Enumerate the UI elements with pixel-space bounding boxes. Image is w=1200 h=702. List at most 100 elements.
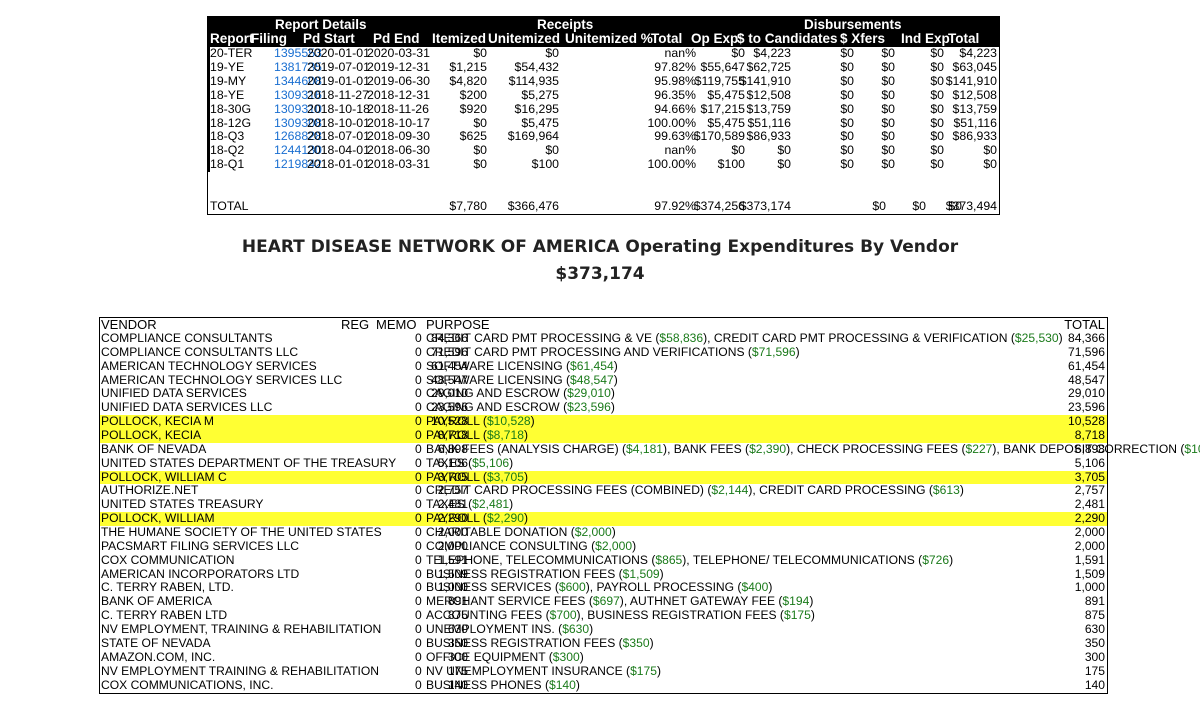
purpose-amount: $726 [922,552,950,567]
report-cell-unitemized: $0 [545,46,559,60]
report-cell-itemized: $920 [459,101,487,116]
purpose-amount: $2,290 [486,511,524,526]
vendor-reg-amount: 1,591 [437,552,468,567]
report-cell-report: 18-12G [210,115,252,130]
report-cell-ind-exp: $0 [930,46,944,60]
vendor-total: 350 [1084,635,1105,650]
col-report: Report [210,31,254,46]
vendor-row: C. TERRY RABEN, LTD. 1,000 0 BUSINESS SERVI… [100,581,1107,595]
vendor-total: 2,290 [1074,511,1105,526]
report-cell-pd-start: 2018-07-01 [307,129,370,144]
report-cell-ind-exp: $0 [930,129,944,144]
col-xfers: $ Xfers [840,31,886,46]
report-cell-unitemized: $0 [545,143,559,158]
vendor-reg-amount: 140 [447,677,468,692]
report-cell-pd-end: 2018-10-17 [367,115,430,130]
report-cell-to-candidates: $0 [840,87,854,102]
vendor-total: 6,898 [1074,441,1105,456]
vendor-reg-amount: 61,454 [431,358,468,373]
report-cell-pd-start: 2019-07-01 [307,59,370,74]
report-cell-ind-exp: $0 [930,157,944,172]
report-cell-to-candidates: $0 [840,115,854,130]
vendor-name: UNITED STATES DEPARTMENT OF THE TREASURY [101,455,397,470]
report-cell-xfers: $0 [881,101,895,116]
vendor-total: 2,000 [1074,538,1105,553]
vendor-purpose: BUSINESS PHONES ($140) [426,677,580,692]
vendor-total: 29,010 [1068,386,1105,401]
vendor-row: AMERICAN INCORPORATORS LTD 1,509 0 BUSINESS… [100,566,1107,582]
report-cell-filing: 1395553 [274,46,322,60]
vendor-memo-amount: 0 [415,428,422,443]
vendor-memo-amount: 0 [415,441,422,456]
vendor-name: AMERICAN INCORPORATORS LTD [101,566,300,581]
report-cell-to-candidates: $0 [840,101,854,116]
vendor-name: AMAZON.COM, INC. [101,649,216,664]
col-pd-end: Pd End [373,31,420,46]
report-cell-ind-exp: $0 [930,143,944,158]
vendor-memo-amount: 0 [415,635,422,650]
report-cell-total2: $51,116 [953,115,997,130]
report-cell-unitemized-pct: nan% [664,46,696,60]
purpose-amount: $10,528 [486,414,531,429]
purpose-amount: $300 [552,649,580,664]
vendor-total: 3,705 [1074,469,1105,484]
report-cell-report: 19-YE [210,59,245,74]
vendor-memo-amount: 0 [415,649,422,664]
vendor-purpose: CAGING AND ESCROW ($29,010) [426,386,615,401]
vendor-memo-amount: 0 [415,538,422,553]
vendor-row: NV EMPLOYMENT TRAINING & REHABILITATION 1… [100,663,1107,679]
vendor-reg-amount: 3,705 [437,469,468,484]
vendor-purpose: CHARITABLE DONATION ($2,000) [426,525,616,540]
report-cell-to-candidates: $0 [840,73,854,88]
vendor-memo-amount: 0 [415,525,422,540]
col-vendor-total: TOTAL [1064,317,1105,332]
vendor-total: 300 [1084,649,1105,664]
vendor-reg-amount: 2,000 [437,538,468,553]
report-cell-filing: 1309316 [274,87,322,102]
report-cell-itemized: $0 [473,143,487,158]
report-cell-op-exp: $62,725 [746,59,791,74]
report-cell-total: $17,215 [700,101,745,116]
vendor-total: 10,528 [1068,414,1105,429]
report-cell-report: 18-YE [210,87,245,102]
total-total: $374,256 [693,199,745,213]
vendor-purpose: PAYROLL ($2,290) [426,511,528,526]
title-line-1: HEART DISEASE NETWORK OF AMERICA Operati… [241,237,959,257]
report-cell-op-exp: $4,223 [753,46,791,60]
vendor-memo-amount: 0 [415,511,422,526]
vendor-name: COX COMMUNICATION [101,552,235,567]
total-ind-exp: $0 [948,199,962,213]
purpose-amount: $600 [558,580,586,595]
report-cell-total: $100 [717,157,745,172]
report-cell-filing: 1381735 [274,59,322,74]
vendor-purpose: PAYROLL ($3,705) [426,469,528,484]
col-memo: MEMO [376,317,417,332]
report-cell-total: $0 [731,46,745,60]
report-cell-total2: $86,933 [952,129,997,144]
report-cell-pd-end: 2019-06-30 [367,73,430,88]
report-cell-unitemized: $5,475 [521,115,559,130]
col-purpose: PURPOSE [426,317,490,332]
vendor-purpose: BUSINESS REGISTRATION FEES ($350) [426,635,654,650]
vendor-purpose: OFFICE EQUIPMENT ($300) [426,649,584,664]
report-cell-ind-exp: $0 [930,59,944,74]
report-cell-itemized: $625 [459,129,487,144]
vendor-name: POLLOCK, KECIA [101,428,202,443]
report-row: 18-12G 1309308 2018-10-01 2018-10-17 $0 $5,47… [208,115,999,131]
vendor-total: 84,366 [1068,331,1105,345]
report-cell-pd-start: 2018-04-01 [307,143,370,158]
vendor-row: NV EMPLOYMENT, TRAINING & REHABILITATION… [100,622,1107,637]
total-to-candidates: $0 [872,199,886,213]
vendor-memo-amount: 0 [415,483,422,498]
vendor-name: COMPLIANCE CONSULTANTS [101,331,273,345]
vendor-name: PACSMART FILING SERVICES LLC [101,538,300,553]
title-line-2: $373,174 [555,264,645,284]
vendor-purpose: NV UNEMPLOYMENT INSURANCE ($175) [426,663,661,678]
vendor-row: COX COMMUNICATION 1,591 0 TELEPHONE, TELECO… [100,552,1107,568]
vendor-row: COX COMMUNICATIONS, INC. 140 0 BUSINESS PHO… [100,677,1107,693]
vendor-row: UNITED STATES DEPARTMENT OF THE TREASURY… [100,455,1107,471]
purpose-amount: $140 [548,677,576,692]
vendor-reg-amount: 350 [447,635,468,650]
report-cell-unitemized-pct: 96.35% [654,87,696,102]
report-row: 20-TER 1395553 2020-01-01 2020-03-31 $0 $0 nan… [208,46,999,61]
